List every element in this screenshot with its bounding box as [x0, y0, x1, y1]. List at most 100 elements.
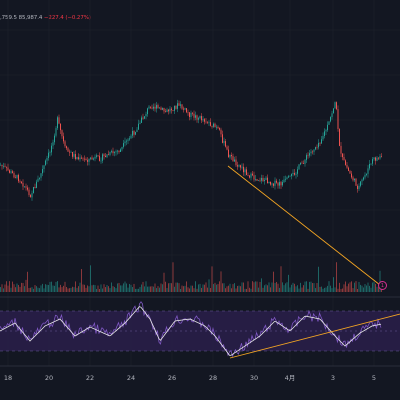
candle-body — [111, 151, 112, 153]
volume-bar — [31, 287, 33, 292]
volume-bar — [84, 284, 85, 292]
candle-body — [84, 158, 85, 160]
volume-bar — [13, 284, 15, 292]
volume-bar — [327, 285, 328, 292]
candle-body — [256, 179, 258, 181]
volume-bar — [177, 282, 178, 292]
volume-bar — [16, 283, 18, 292]
volume-bar — [369, 285, 370, 292]
candle-body — [238, 165, 240, 167]
candle-body — [184, 108, 186, 110]
volume-bar — [345, 281, 346, 292]
volume-bar — [105, 287, 106, 292]
candle-body — [339, 128, 340, 146]
volume-bar — [265, 284, 267, 292]
candle-body — [15, 177, 16, 179]
volume-bar — [10, 287, 12, 292]
candle-body — [175, 105, 177, 109]
volume-bar — [172, 262, 174, 292]
candle-body — [303, 163, 304, 164]
volume-bar — [355, 281, 357, 292]
volume-bar — [4, 284, 6, 292]
candle-body — [150, 106, 151, 108]
candle-body — [280, 182, 282, 186]
volume-bar — [277, 283, 279, 292]
candle-body — [108, 154, 109, 155]
volume-bar — [15, 287, 16, 292]
candle-body — [76, 157, 78, 159]
candle-body — [376, 157, 378, 161]
volume-bar — [372, 282, 373, 292]
candle-body — [138, 123, 139, 130]
volume-bar — [187, 287, 189, 292]
volume-bar — [144, 286, 145, 292]
candle-body — [351, 173, 352, 178]
volume-bar — [342, 288, 343, 292]
volume-bar — [228, 285, 229, 292]
volume-bar — [348, 283, 349, 292]
volume-bar — [108, 286, 109, 292]
candle-body — [208, 122, 210, 123]
candle-body — [309, 153, 310, 156]
candle-body — [141, 117, 142, 123]
x-axis-tick-label: 20 — [45, 374, 53, 382]
candle-body — [7, 167, 9, 171]
candle-body — [340, 145, 342, 154]
candle-body — [211, 125, 213, 127]
volume-bar — [319, 286, 321, 292]
candle-body — [381, 156, 382, 157]
volume-bar — [340, 288, 342, 292]
alert-marker-badge[interactable]: 1 — [378, 281, 387, 290]
volume-bar — [223, 283, 225, 292]
candle-body — [100, 160, 102, 162]
price-trendline[interactable] — [227, 165, 381, 286]
volume-bar — [184, 285, 186, 292]
candle-body — [252, 173, 253, 176]
candle-body — [151, 107, 153, 109]
volume-bar — [279, 287, 280, 292]
candle-body — [70, 152, 72, 153]
volume-bar — [201, 287, 202, 292]
volume-bar — [181, 285, 183, 292]
volume-bar — [312, 283, 313, 292]
volume-bar — [375, 283, 376, 292]
volume-bar — [70, 287, 72, 292]
volume-bar — [139, 286, 141, 292]
candle-body — [109, 152, 111, 155]
rsi-trendline[interactable] — [229, 313, 400, 359]
volume-bars — [0, 262, 382, 292]
volume-bar — [58, 287, 60, 292]
candle-body — [330, 117, 331, 122]
candle-body — [97, 155, 99, 157]
volume-bar — [256, 281, 258, 292]
candle-body — [207, 122, 208, 123]
candle-body — [87, 160, 88, 162]
volume-bar — [361, 285, 363, 292]
volume-bar — [301, 287, 303, 292]
candle-body — [106, 154, 108, 158]
volume-bar — [316, 283, 318, 292]
x-axis-tick-label: 4月 — [285, 374, 296, 382]
volume-bar — [40, 285, 42, 292]
x-axis: 18 20 22 24 26 28 30 4月 3 5 — [4, 374, 376, 382]
volume-bar — [148, 286, 150, 292]
volume-bar — [303, 285, 304, 292]
candle-body — [294, 172, 295, 175]
volume-bar — [300, 282, 301, 292]
volume-bar — [234, 283, 235, 292]
x-axis-tick-label: 26 — [168, 374, 176, 382]
candle-body — [261, 177, 262, 181]
volume-bar — [30, 287, 31, 292]
volume-bar — [168, 283, 169, 292]
candle-body — [241, 166, 243, 168]
candle-body — [13, 173, 15, 178]
candle-body — [223, 141, 225, 143]
candle-body — [30, 194, 31, 198]
volume-bar — [240, 286, 241, 292]
volume-bar — [210, 288, 211, 292]
candle-body — [292, 172, 294, 175]
candle-body — [322, 135, 324, 140]
volume-bar — [79, 282, 81, 292]
